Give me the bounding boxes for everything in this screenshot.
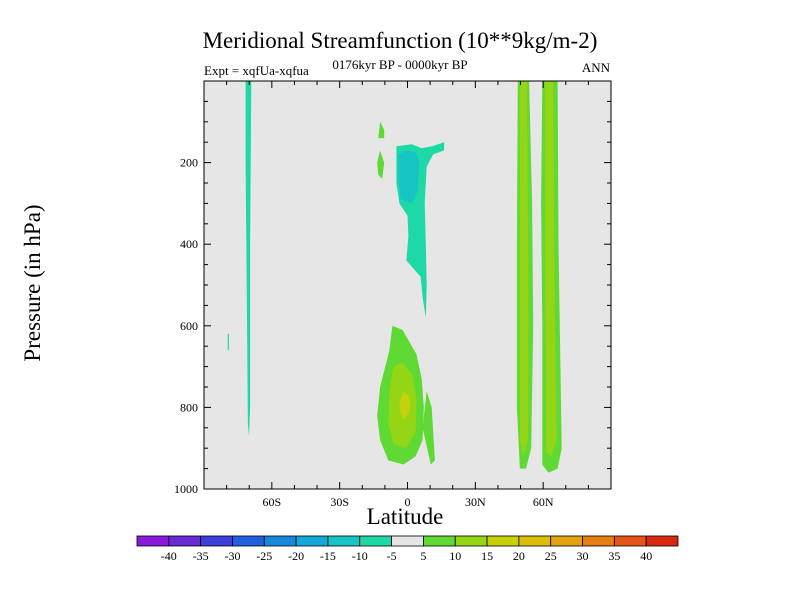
contour-regions (227, 81, 562, 473)
subtitle-right: ANN (581, 60, 610, 75)
contour-upper-equator-core (398, 150, 420, 204)
colorbar-label: 40 (640, 549, 652, 563)
colorbar-swatch (327, 535, 361, 547)
colorbar-label: 5 (420, 549, 426, 563)
colorbar-label: 35 (608, 549, 620, 563)
colorbar-label: -5 (387, 549, 397, 563)
y-tick-label: 1000 (174, 482, 198, 496)
chart-title: Meridional Streamfunction (10**9kg/m-2) (202, 28, 598, 53)
colorbar-swatch (295, 535, 329, 547)
colorbar-label: 20 (513, 549, 525, 563)
contour-lower-equator-inner (399, 391, 410, 420)
colorbar-swatch (232, 535, 265, 547)
colorbar-label: -10 (352, 549, 368, 563)
x-tick-label: 60N (533, 495, 554, 509)
x-tick-label: 30S (330, 495, 349, 509)
colorbar-label: -20 (288, 549, 304, 563)
colorbar-swatch (391, 535, 424, 547)
colorbar-swatch (550, 535, 583, 547)
x-tick-label: 60S (262, 495, 281, 509)
y-tick-label: 200 (180, 156, 198, 170)
contour-nh-upper-small-left (378, 121, 385, 139)
x-axis-label: Latitude (366, 504, 444, 529)
contour-sh-polar-strip (245, 81, 252, 436)
contour-lower-equator-side (422, 391, 435, 465)
colorbar-label: -25 (256, 549, 272, 563)
colorbar-swatch (263, 535, 297, 547)
colorbar-label: -30 (225, 549, 241, 563)
colorbar-swatch (518, 535, 552, 547)
colorbar-label: 30 (577, 549, 589, 563)
y-tick-label: 800 (180, 400, 198, 414)
x-tick-label: 30N (465, 495, 486, 509)
colorbar-swatch (486, 535, 520, 547)
x-tick-label: 0 (405, 495, 411, 509)
subtitle-center: 0176kyr BP - 0000kyr BP (332, 57, 468, 72)
colorbar-label: 15 (481, 549, 493, 563)
axis-ticks: 60S 30S 0 30N 60N 200 400 600 800 1000 (174, 81, 611, 509)
colorbar-label: -35 (193, 549, 209, 563)
colorbar-swatch (454, 535, 488, 547)
colorbar-swatch (359, 535, 392, 547)
contour-sh-small-dash (227, 334, 229, 351)
contour-nh-midlat-band-1-core (519, 81, 529, 457)
subtitle-left: Expt = xqfUa-xqfua (204, 63, 309, 78)
colorbar-label: 25 (545, 549, 557, 563)
colorbar-swatch (200, 535, 233, 547)
colorbar-swatch (136, 535, 170, 547)
colorbar-label: -15 (320, 549, 336, 563)
y-axis-label: Pressure (in hPa) (20, 204, 45, 362)
colorbar-swatch (613, 535, 647, 547)
colorbar-swatch (423, 535, 456, 547)
colorbar-swatch (168, 535, 202, 547)
colorbar-label: 10 (449, 549, 461, 563)
contour-nh-upper-small-left-2 (377, 150, 385, 179)
y-tick-label: 600 (180, 319, 198, 333)
contour-nh-midlat-band-2-core (545, 81, 557, 457)
colorbar-swatch (645, 535, 679, 547)
colorbar: -40 -35 -30 -25 -20 -15 -10 -5 5 10 15 20 25 30 35 40 (136, 535, 679, 563)
colorbar-label: -40 (161, 549, 177, 563)
colorbar-swatch (582, 535, 615, 547)
y-tick-label: 400 (180, 237, 198, 251)
